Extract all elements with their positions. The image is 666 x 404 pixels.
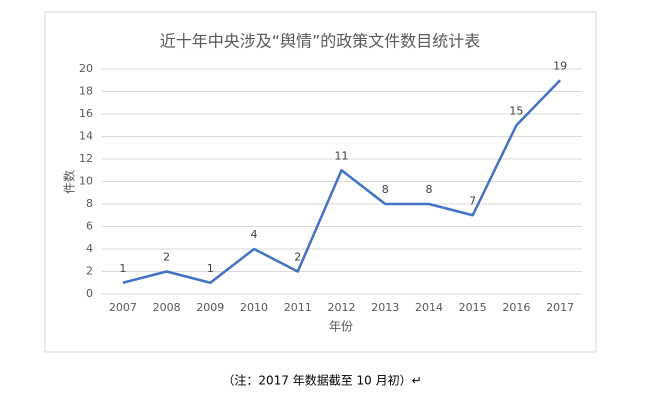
x-tick-label: 2015 <box>459 301 487 314</box>
y-tick-label: 12 <box>79 152 93 165</box>
y-tick-label: 14 <box>79 130 93 143</box>
x-tick-label: 2016 <box>502 301 530 314</box>
y-tick-label: 10 <box>79 175 93 188</box>
y-tick-label: 6 <box>86 220 93 233</box>
x-tick-label: 2008 <box>153 301 181 314</box>
x-tick-label: 2013 <box>371 301 399 314</box>
y-tick-label: 18 <box>79 85 93 98</box>
data-label: 8 <box>382 183 389 196</box>
y-tick-label: 20 <box>79 62 93 75</box>
x-axis-label: 年份 <box>329 320 353 334</box>
y-axis-label: 件数 <box>62 170 77 194</box>
x-tick-label: 2010 <box>240 301 268 314</box>
chart-title: 近十年中央涉及“舆情”的政策文件数目统计表 <box>160 32 481 51</box>
y-tick-label: 16 <box>79 107 93 120</box>
x-tick-label: 2009 <box>196 301 224 314</box>
data-label: 1 <box>207 262 214 275</box>
x-tick-label: 2012 <box>328 301 356 314</box>
data-label: 2 <box>294 251 301 264</box>
y-tick-label: 0 <box>86 287 93 300</box>
data-label: 15 <box>509 104 523 117</box>
data-label: 19 <box>553 59 567 72</box>
y-tick-label: 8 <box>86 197 93 210</box>
y-tick-label: 4 <box>86 242 93 255</box>
data-line <box>122 79 562 284</box>
data-label: 4 <box>251 228 258 241</box>
data-label: 1 <box>119 262 126 275</box>
x-tick-label: 2007 <box>109 301 137 314</box>
data-label: 2 <box>163 251 170 264</box>
x-tick-label: 2014 <box>415 301 443 314</box>
data-label: 8 <box>425 183 432 196</box>
x-tick-label: 2011 <box>284 301 312 314</box>
y-tick-label: 2 <box>86 265 93 278</box>
data-label: 11 <box>335 149 349 162</box>
data-label: 7 <box>469 194 476 207</box>
caption: （注：2017 年数据截至 10 月初）↵ <box>222 373 421 388</box>
x-tick-label: 2017 <box>546 301 574 314</box>
